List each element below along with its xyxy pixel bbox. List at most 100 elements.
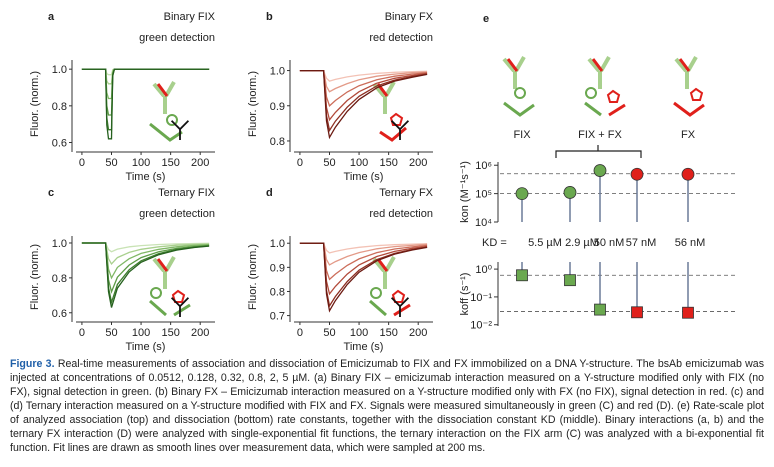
y-tick-label: 0.9: [270, 101, 285, 113]
series-line: [299, 69, 428, 140]
caption-text: Real-time measurements of association an…: [10, 358, 764, 454]
panel-title: Binary FIX: [164, 11, 216, 23]
panel-label: c: [48, 187, 54, 199]
y-tick-label: 10⁻²: [470, 320, 492, 332]
marker: [563, 186, 577, 199]
panel-subtitle: green detection: [139, 32, 215, 44]
marker: [681, 167, 695, 181]
x-tick-label: 150: [161, 327, 179, 339]
caption: Figure 3. Real-time measurements of asso…: [10, 357, 764, 455]
x-tick-label: 200: [191, 157, 209, 169]
y-tick-label: 1.0: [52, 64, 67, 76]
kd-title: KD =: [482, 237, 507, 249]
x-tick-label: 200: [191, 327, 209, 339]
kd-label: 57 nM: [626, 237, 657, 249]
series-line: [299, 69, 428, 93]
panel-label: b: [266, 11, 273, 23]
marker: [631, 306, 643, 319]
icon-e-both: [584, 55, 626, 117]
marker: [593, 164, 607, 177]
panel-subtitle: red detection: [369, 32, 433, 44]
x-tick-label: 50: [105, 327, 117, 339]
x-tick-label: 150: [379, 327, 397, 339]
y-tick-label: 1.0: [270, 66, 285, 78]
y-axis-label: Fluor. (norm.): [247, 71, 259, 137]
y-axis-label: kon (M⁻¹s⁻¹): [459, 161, 471, 223]
series-line: [81, 68, 210, 100]
panel-title: Ternary FX: [379, 187, 433, 199]
panel-label: d: [266, 187, 273, 199]
series-line: [299, 242, 428, 313]
y-tick-label: 1.0: [270, 238, 285, 250]
x-tick-label: 100: [350, 157, 368, 169]
series-line: [299, 242, 428, 308]
x-tick-label: 0: [297, 327, 303, 339]
panel-title: Binary FX: [385, 11, 434, 23]
series-line: [81, 68, 210, 85]
x-tick-label: 50: [105, 157, 117, 169]
molecule-icons: [149, 55, 705, 319]
x-axis-label: Time (s): [126, 171, 166, 183]
icon-d: [369, 255, 411, 319]
series-line: [81, 68, 210, 76]
y-tick-label: 10⁶: [475, 160, 492, 172]
y-tick-label: 10⁴: [475, 217, 492, 229]
y-tick-label: 0.7: [270, 311, 285, 323]
kd-label: 5.5 µM: [528, 237, 562, 249]
y-axis-label: koff (s⁻¹): [459, 273, 471, 316]
icon-b: [372, 80, 410, 142]
y-tick-label: 0.8: [52, 273, 67, 285]
panel-title: Ternary FIX: [158, 187, 216, 199]
series-line: [81, 242, 210, 308]
marker: [630, 167, 644, 181]
x-tick-label: 100: [132, 327, 150, 339]
x-tick-label: 200: [409, 327, 427, 339]
icon-c: [149, 255, 191, 319]
x-axis-label: Time (s): [126, 341, 166, 353]
marker: [682, 306, 694, 319]
x-tick-label: 150: [379, 157, 397, 169]
panel-subtitle: green detection: [139, 208, 215, 220]
y-axis-label: Fluor. (norm.): [29, 244, 41, 310]
x-axis-label: Time (s): [344, 171, 384, 183]
y-tick-label: 0.6: [52, 308, 67, 320]
marker: [594, 303, 606, 316]
y-tick-label: 0.8: [270, 136, 285, 148]
y-tick-label: 0.8: [270, 286, 285, 298]
marker: [564, 274, 576, 287]
x-tick-label: 100: [350, 327, 368, 339]
icon-e-fix: [502, 55, 535, 117]
kd-label: 2.9 µM: [565, 237, 599, 249]
kd-label: 56 nM: [675, 237, 706, 249]
series-line: [81, 68, 210, 116]
bracket: [555, 145, 642, 158]
x-tick-label: 0: [79, 157, 85, 169]
y-tick-label: 0.6: [52, 138, 67, 150]
y-axis-label: Fluor. (norm.): [247, 244, 259, 310]
group-label: FIX: [513, 129, 531, 141]
group-label: FIX + FX: [578, 129, 622, 141]
marker: [516, 269, 528, 282]
series-line: [81, 68, 210, 131]
x-tick-label: 200: [409, 157, 427, 169]
x-tick-label: 50: [323, 157, 335, 169]
panel-label: e: [483, 13, 489, 25]
panel-label: a: [48, 11, 55, 23]
y-tick-label: 1.0: [52, 238, 67, 250]
y-tick-label: 0.8: [52, 101, 67, 113]
x-tick-label: 50: [323, 327, 335, 339]
y-axis-label: Fluor. (norm.): [29, 71, 41, 137]
x-tick-label: 100: [132, 157, 150, 169]
y-tick-label: 0.9: [270, 262, 285, 274]
series-line: [81, 242, 210, 294]
caption-label: Figure 3.: [10, 358, 55, 370]
figure: 0.6 0.8 1.0 0 50 100 150 200 a Binary FIX green de…: [29, 11, 735, 353]
x-tick-label: 0: [79, 327, 85, 339]
x-tick-label: 150: [161, 157, 179, 169]
kd-label: 50 nM: [594, 237, 625, 249]
marker: [515, 187, 529, 201]
x-axis-label: Time (s): [344, 341, 384, 353]
y-tick-label: 10⁵: [475, 189, 492, 201]
series-line: [81, 68, 210, 140]
